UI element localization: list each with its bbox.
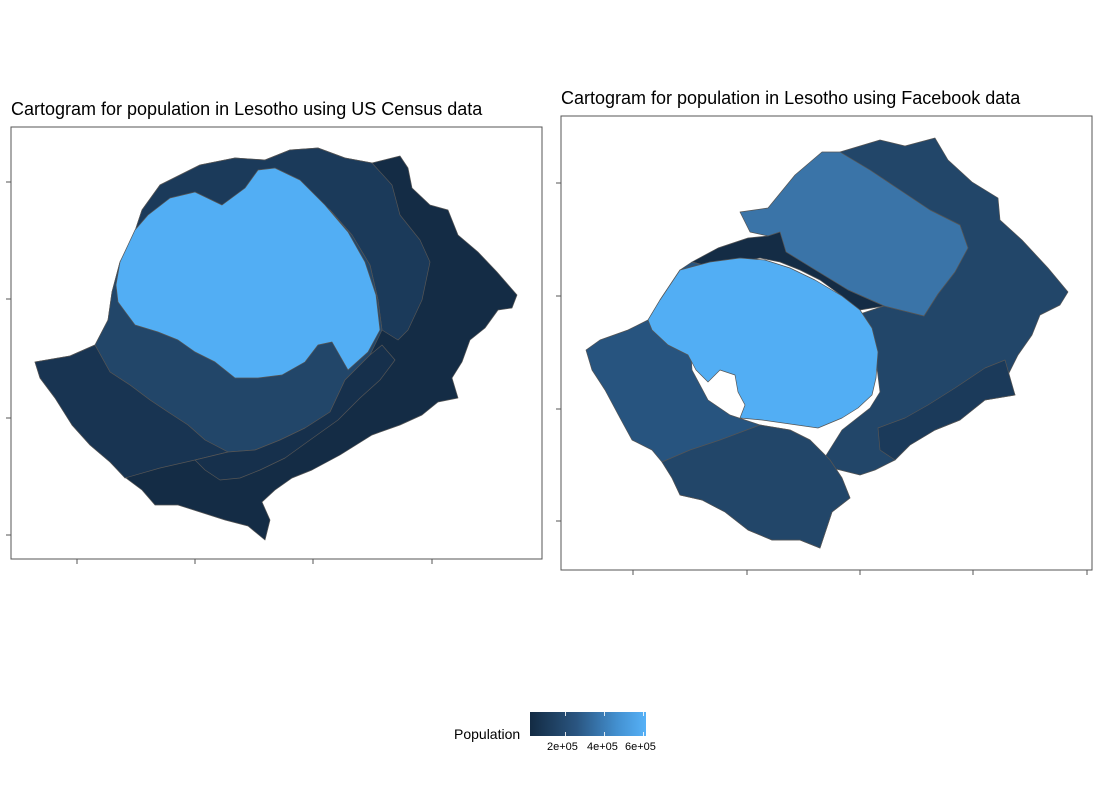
- region-facebook-southeast: [877, 359, 1016, 461]
- region-facebook-maseru: [647, 257, 879, 429]
- regions-facebook: [585, 137, 1069, 549]
- map-title-census: Cartogram for population in Lesotho usin…: [11, 99, 483, 119]
- map-title-facebook: Cartogram for population in Lesotho usin…: [561, 88, 1021, 108]
- region-facebook-south: [661, 424, 851, 549]
- legend-tick: [643, 732, 644, 736]
- legend-label: 2e+05: [547, 741, 578, 753]
- legend-tick: [643, 712, 644, 716]
- panel-frame-facebook: [560, 115, 1093, 571]
- axis-ticks-census: [6, 181, 433, 564]
- regions-census: [34, 147, 518, 541]
- legend-tick: [604, 732, 605, 736]
- region-census-maseru: [115, 167, 381, 379]
- legend-colorbar: [530, 712, 646, 736]
- region-census-strip: [194, 344, 396, 481]
- legend-label: 6e+05: [625, 741, 656, 753]
- legend-tick: [604, 712, 605, 716]
- legend-tick: [565, 712, 566, 716]
- legend-label: 4e+05: [587, 741, 618, 753]
- legend-tick: [565, 732, 566, 736]
- legend-title: Population: [454, 726, 521, 742]
- axis-ticks-facebook: [556, 182, 1088, 575]
- region-facebook-strip: [691, 231, 885, 311]
- panel-frame-census: [10, 126, 543, 560]
